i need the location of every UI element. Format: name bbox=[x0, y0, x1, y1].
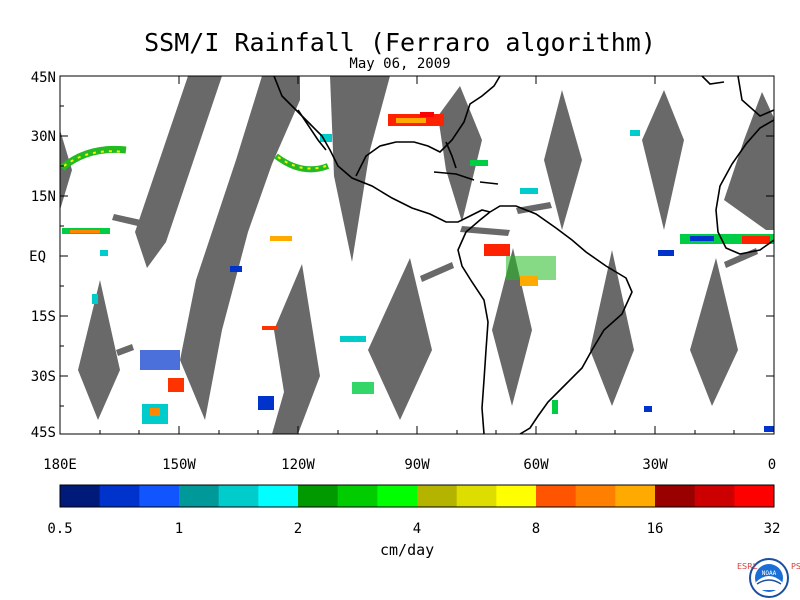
colorbar-label-2: 2 bbox=[294, 521, 302, 537]
latitude-labels: 45N 30N 15N EQ 15S 30S 45S bbox=[29, 70, 56, 441]
coast-europe bbox=[737, 76, 774, 117]
band-3 bbox=[516, 202, 552, 214]
colorbar-swatch bbox=[417, 485, 458, 507]
colorbar-swatch bbox=[179, 485, 220, 507]
rainfall-patches bbox=[60, 112, 774, 432]
missing-data-swaths bbox=[60, 76, 774, 434]
gap-7 bbox=[690, 258, 738, 406]
lat-label-45n: 45N bbox=[31, 70, 56, 86]
rain-arc-pacific-west-inner bbox=[63, 150, 125, 167]
colorbar-swatch bbox=[377, 485, 418, 507]
map-title: SSM/I Rainfall (Ferraro algorithm) bbox=[144, 28, 656, 57]
gap-8 bbox=[78, 280, 120, 420]
colorbar-label-8: 8 bbox=[532, 521, 540, 537]
lat-label-30n: 30N bbox=[31, 129, 56, 145]
coast-mexico-gulf bbox=[355, 76, 501, 177]
gap-5 bbox=[492, 248, 532, 406]
gap-9 bbox=[60, 130, 72, 210]
swath-1 bbox=[135, 76, 222, 268]
swath-5 bbox=[438, 86, 482, 222]
rain-arc-pacific-west bbox=[60, 145, 127, 171]
lon-label-120w: 120W bbox=[281, 457, 315, 473]
colorbar-swatch bbox=[60, 485, 101, 507]
colorbar-swatch bbox=[575, 485, 616, 507]
colorbar-label-16: 16 bbox=[647, 521, 664, 537]
lat-label-30s: 30S bbox=[31, 369, 56, 385]
rain-patch-itcz-east bbox=[680, 234, 774, 244]
band-1 bbox=[112, 214, 150, 228]
colorbar-units: cm/day bbox=[380, 541, 435, 559]
coast-north-america bbox=[273, 76, 491, 223]
colorbar-label-4: 4 bbox=[413, 521, 421, 537]
axis-ticks bbox=[60, 75, 774, 434]
colorbar-swatch bbox=[99, 485, 140, 507]
band-2 bbox=[460, 226, 510, 236]
longitude-labels: 180E 150W 120W 90W 60W 30W 0 bbox=[43, 457, 776, 473]
colorbar-label-1: 1 bbox=[175, 521, 183, 537]
colorbar bbox=[60, 485, 775, 507]
lon-label-60w: 60W bbox=[523, 457, 549, 473]
lat-label-45s: 45S bbox=[31, 425, 56, 441]
band-6 bbox=[116, 344, 134, 356]
colorbar-swatch bbox=[298, 485, 339, 507]
coast-caribbean-hispaniola bbox=[479, 181, 499, 185]
psd-logo-text: PSD bbox=[791, 562, 800, 571]
band-5 bbox=[724, 248, 758, 268]
colorbar-swatch bbox=[258, 485, 299, 507]
rain-patch-south-pacific bbox=[140, 350, 180, 370]
gap-6 bbox=[590, 250, 634, 406]
colorbar-swatch bbox=[615, 485, 656, 507]
rain-patch-amazon bbox=[484, 244, 510, 256]
lon-label-30w: 30W bbox=[642, 457, 668, 473]
coast-south-america-west bbox=[457, 211, 491, 434]
rain-arc-pacific-central-inner bbox=[277, 156, 327, 170]
coast-greenland bbox=[701, 76, 725, 85]
colorbar-labels: 0.5 1 2 4 8 16 32 bbox=[47, 521, 780, 537]
noaa-logo: NOAA bbox=[749, 558, 789, 598]
coastlines bbox=[273, 76, 774, 434]
colorbar-swatch bbox=[694, 485, 735, 507]
gap-4 bbox=[368, 258, 432, 420]
lon-label-0: 0 bbox=[768, 457, 776, 473]
colorbar-swatch bbox=[496, 485, 537, 507]
colorbar-swatch bbox=[734, 485, 775, 507]
lon-label-150w: 150W bbox=[162, 457, 196, 473]
coast-caribbean-cuba bbox=[433, 171, 475, 181]
lon-label-180e: 180E bbox=[43, 457, 77, 473]
lat-label-15s: 15S bbox=[31, 309, 56, 325]
noaa-seal-text: NOAA bbox=[762, 570, 777, 577]
lon-label-90w: 90W bbox=[404, 457, 430, 473]
colorbar-swatch bbox=[139, 485, 180, 507]
colorbar-swatch bbox=[337, 485, 378, 507]
coast-florida bbox=[445, 141, 457, 169]
esrl-logo-text: ESRL bbox=[737, 562, 758, 571]
swath-4 bbox=[272, 264, 320, 434]
gap-2 bbox=[642, 90, 684, 230]
colorbar-swatch bbox=[456, 485, 497, 507]
colorbar-swatch bbox=[536, 485, 577, 507]
colorbar-label-32: 32 bbox=[764, 521, 781, 537]
map-plot-area bbox=[60, 76, 774, 434]
lat-label-15n: 15N bbox=[31, 189, 56, 205]
lat-label-eq: EQ bbox=[29, 249, 46, 265]
coast-africa-west bbox=[715, 119, 774, 255]
band-4 bbox=[420, 262, 454, 282]
colorbar-swatch bbox=[218, 485, 259, 507]
map-date: May 06, 2009 bbox=[349, 56, 451, 72]
colorbar-swatch bbox=[655, 485, 696, 507]
colorbar-label-0-5: 0.5 bbox=[47, 521, 72, 537]
coast-baja bbox=[297, 109, 327, 151]
gap-1 bbox=[544, 90, 582, 230]
coast-south-america bbox=[489, 205, 633, 434]
swath-2 bbox=[180, 76, 300, 420]
colorbar-frame bbox=[59, 484, 775, 508]
